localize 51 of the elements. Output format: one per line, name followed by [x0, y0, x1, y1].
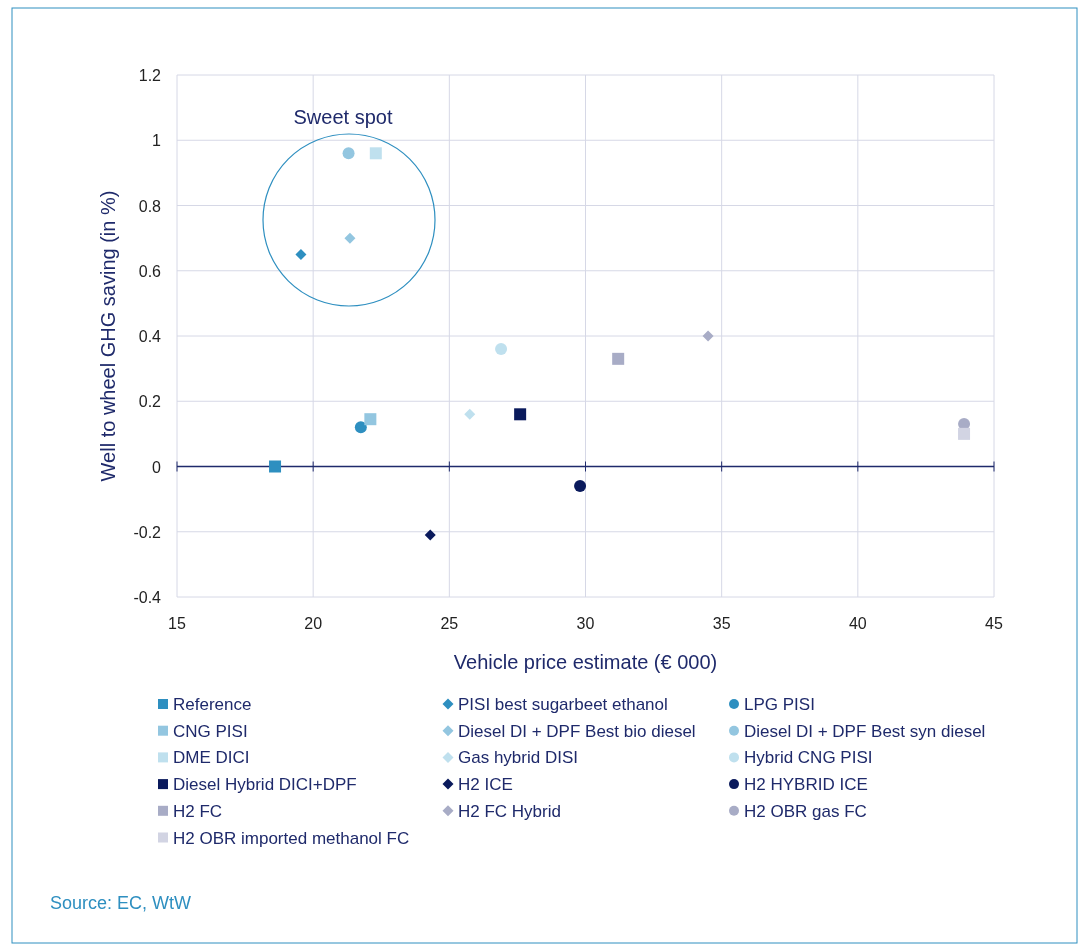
point: [702, 330, 714, 342]
legend-label: H2 HYBRID ICE: [744, 775, 868, 795]
x-tick-label: 25: [440, 615, 459, 632]
legend-label: Diesel Hybrid DICI+DPF: [173, 775, 357, 795]
point: [464, 408, 476, 420]
x-axis-title: Vehicle price estimate (€ 000): [453, 651, 718, 673]
x-tick-label: 30: [576, 615, 595, 632]
point: [514, 408, 527, 421]
legend-label: Hybrid CNG PISI: [744, 748, 873, 768]
x-tick-label: 15: [168, 615, 186, 632]
y-tick-label: 0.2: [138, 393, 162, 411]
point: [344, 232, 356, 244]
y-axis-title: Well to wheel GHG saving (in %): [97, 190, 119, 482]
y-tick-label: 0: [152, 458, 162, 476]
x-tick-label: 20: [304, 615, 323, 632]
point: [354, 421, 367, 434]
y-tick-label: 1: [152, 132, 162, 150]
y-tick-label: 1.2: [138, 67, 162, 84]
annotation: Sweet spot: [293, 106, 393, 128]
x-tick-label: 35: [712, 615, 731, 632]
legend-label: H2 FC Hybrid: [458, 801, 561, 821]
legend-label: Diesel DI + DPF Best syn diesel: [744, 721, 986, 741]
legend-label: H2 FC: [173, 801, 223, 821]
y-tick-label: 0.6: [138, 262, 162, 280]
legend-label: Reference: [173, 695, 252, 714]
point: [958, 427, 971, 440]
legend-label: CNG PISI: [173, 721, 248, 741]
legend-label: PISI best sugarbeet ethanol: [458, 695, 668, 714]
point: [612, 352, 625, 365]
point: [269, 460, 282, 473]
y-tick-label: 0.8: [138, 197, 162, 215]
legend-label: Gas hybrid DISI: [458, 748, 578, 768]
point: [495, 343, 508, 356]
point: [369, 147, 382, 160]
x-tick-label: 45: [985, 615, 1003, 632]
legend-label: Diesel DI + DPF Best bio diesel: [458, 721, 696, 741]
source-note: Source: EC, WtW: [50, 893, 192, 913]
point: [364, 413, 377, 426]
y-tick-label: -0.2: [133, 523, 162, 541]
point: [295, 248, 307, 260]
point: [424, 529, 436, 541]
legend-label: LPG PISI: [744, 695, 815, 714]
y-tick-label: 0.4: [138, 328, 162, 345]
legend-label: H2 OBR gas FC: [744, 801, 867, 821]
x-tick-label: 40: [848, 615, 867, 632]
legend-label: H2 OBR imported methanol FC: [173, 828, 410, 848]
point: [342, 147, 355, 160]
legend-label: H2 ICE: [458, 775, 513, 795]
legend-label: DME DICI: [173, 748, 250, 768]
point: [574, 480, 587, 493]
y-tick-label: -0.4: [133, 589, 162, 606]
